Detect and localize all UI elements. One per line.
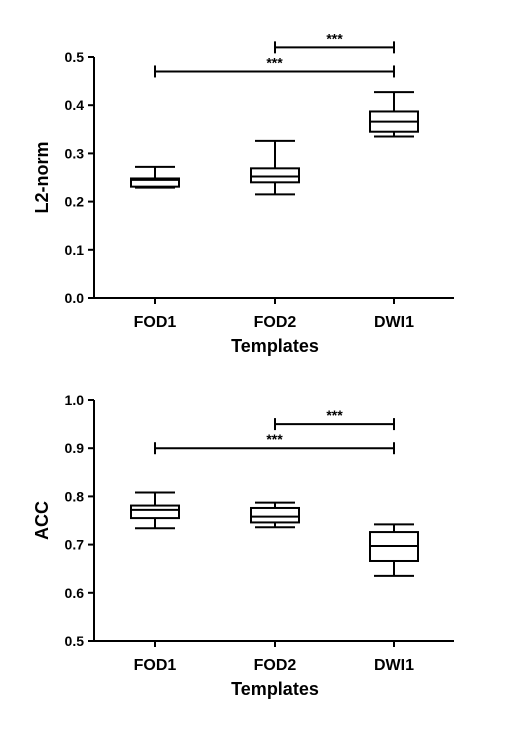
x-tick-label: FOD1	[134, 314, 177, 331]
significance-bracket: ***	[274, 407, 395, 431]
x-tick-label: FOD2	[254, 657, 297, 674]
box-fod1	[130, 491, 180, 530]
significance-label: ***	[266, 54, 283, 70]
y-tick-label: 0.6	[65, 585, 85, 601]
y-tick-label: 0.1	[65, 242, 85, 258]
box-iqr	[130, 177, 180, 188]
y-tick-label: 1.0	[65, 392, 85, 408]
y-tick-label: 0.9	[65, 440, 85, 456]
chart-panel-l2-norm: 0.0 0.1 0.2 0.3 0.4 0.5 FOD1 FOD2 DWI1 Templates L…	[32, 30, 454, 356]
y-tick-label: 0.3	[65, 145, 85, 161]
x-axis-title: Templates	[231, 336, 319, 356]
x-axis-title: Templates	[231, 679, 319, 699]
y-tick-label: 0.0	[65, 290, 85, 306]
y-tick-label: 0.2	[65, 194, 85, 210]
significance-label: ***	[266, 431, 283, 447]
box-fod2	[250, 501, 300, 529]
x-tick-label: DWI1	[374, 657, 414, 674]
box-dwi1	[369, 91, 419, 138]
chart-panel-acc: 0.5 0.6 0.7 0.8 0.9 1.0 FOD1 FOD2 DWI1 Templates A…	[32, 392, 454, 699]
significance-bracket: ***	[274, 30, 395, 54]
y-tick-label: 0.5	[65, 49, 85, 65]
x-tick-label: FOD1	[134, 657, 177, 674]
y-tick-label: 0.5	[65, 633, 85, 649]
y-tick-label: 0.4	[65, 97, 85, 113]
box-dwi1	[369, 523, 419, 577]
box-iqr	[250, 506, 300, 524]
y-axis-title: L2-norm	[32, 142, 52, 214]
significance-label: ***	[326, 407, 343, 423]
significance-bracket: ***	[154, 54, 395, 78]
box-iqr	[130, 504, 180, 520]
y-tick-label: 0.7	[65, 537, 85, 553]
box-fod1	[130, 165, 180, 189]
box-fod2	[250, 139, 300, 196]
x-tick-label: FOD2	[254, 314, 297, 331]
y-tick-label: 0.8	[65, 488, 85, 504]
x-tick-label: DWI1	[374, 314, 414, 331]
y-axis-title: ACC	[32, 501, 52, 540]
box-iqr	[250, 167, 300, 184]
significance-label: ***	[326, 30, 343, 46]
significance-bracket: ***	[154, 431, 395, 455]
